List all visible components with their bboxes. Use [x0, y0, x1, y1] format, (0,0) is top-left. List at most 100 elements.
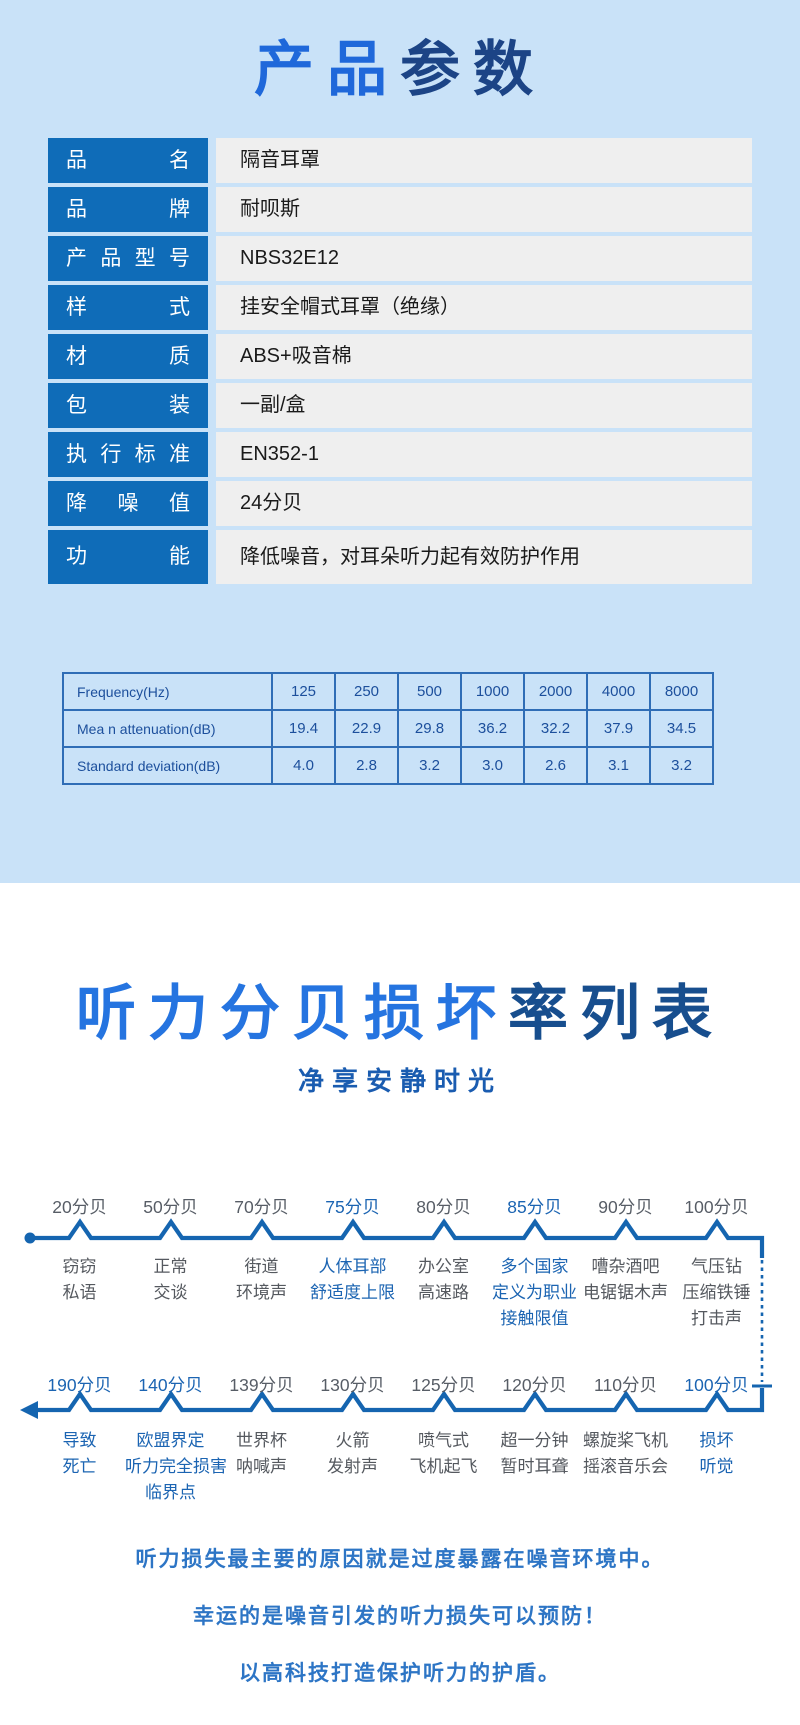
- desc-line: 办公室: [418, 1257, 469, 1276]
- spec-value: 耐呗斯: [216, 187, 752, 232]
- db-desc: 螺旋桨飞机 摇滚音乐会: [580, 1428, 671, 1506]
- freq-cell: 500: [397, 672, 462, 711]
- desc-line: 暂时耳聋: [500, 1457, 569, 1476]
- desc-line: 喷气式: [418, 1431, 469, 1450]
- db-label: 80分贝: [416, 1197, 471, 1217]
- footer-note: 以高科技打造保护听力的护盾。: [239, 1662, 561, 1685]
- spec-value: 降低噪音，对耳朵听力起有效防护作用: [216, 530, 752, 584]
- table-row: Standard deviation(dB) 4.0 2.8 3.2 3.0 2…: [62, 746, 714, 785]
- db-label: 50分贝: [143, 1197, 198, 1217]
- desc-line: 发射声: [327, 1457, 378, 1476]
- spec-row: 产品型号 NBS32E12: [48, 236, 752, 281]
- db-desc: 多个国家 定义为职业 接触限值: [489, 1254, 580, 1332]
- db-desc: 办公室 高速路: [398, 1254, 489, 1332]
- spec-label: 品名: [48, 138, 208, 183]
- timeline-bottom-db-row: 190分贝 140分贝 139分贝 130分贝 125分贝 120分贝 110分…: [34, 1374, 762, 1396]
- desc-line: 摇滚音乐会: [583, 1457, 668, 1476]
- db-label: 75分贝: [325, 1197, 380, 1217]
- spec-table: 品名 隔音耳罩 品牌 耐呗斯 产品型号 NBS32E12 样式 挂安全帽式耳罩（…: [48, 138, 752, 584]
- desc-line: 人体耳部: [318, 1257, 387, 1276]
- db-desc: 世界杯 呐喊声: [216, 1428, 307, 1506]
- freq-cell: 3.1: [586, 746, 651, 785]
- spec-value: 24分贝: [216, 481, 752, 526]
- spec-label: 样式: [48, 285, 208, 330]
- page-title-accent: 产品: [254, 36, 400, 103]
- db-label: 130分贝: [320, 1375, 385, 1395]
- freq-cell: 37.9: [586, 709, 651, 748]
- db-label: 85分贝: [507, 1197, 562, 1217]
- spec-value: 一副/盒: [216, 383, 752, 428]
- desc-line: 损坏: [699, 1431, 734, 1450]
- db-desc: 嘈杂酒吧 电锯锯木声: [580, 1254, 671, 1332]
- section-title-dark: 率列表: [508, 980, 724, 1047]
- db-label: 120分贝: [502, 1375, 567, 1395]
- freq-cell: 2.6: [523, 746, 588, 785]
- db-label: 140分贝: [138, 1375, 203, 1395]
- db-label: 110分贝: [594, 1375, 657, 1395]
- desc-line: 私语: [62, 1283, 97, 1302]
- timeline-bottom-desc-row: 导致 死亡 欧盟界定 听力完全损害 临界点 世界杯 呐喊声 火箭 发射声 喷: [34, 1428, 762, 1506]
- desc-line: 世界杯: [236, 1431, 287, 1450]
- table-row: Mea n attenuation(dB) 19.4 22.9 29.8 36.…: [62, 709, 714, 748]
- db-label: 100分贝: [684, 1197, 749, 1217]
- db-desc: 超一分钟 暂时耳聋: [489, 1428, 580, 1506]
- page-title-dark: 参数: [400, 36, 546, 103]
- desc-line: 飞机起飞: [409, 1457, 478, 1476]
- desc-line: 舒适度上限: [310, 1283, 395, 1302]
- freq-cell: 125: [271, 672, 336, 711]
- db-desc: 窃窃 私语: [34, 1254, 125, 1332]
- freq-cell: 2.8: [334, 746, 399, 785]
- spec-row: 品名 隔音耳罩: [48, 138, 752, 183]
- timeline-graphic: [20, 1218, 772, 1419]
- spec-value: 隔音耳罩: [216, 138, 752, 183]
- desc-line: 高速路: [418, 1283, 469, 1302]
- desc-line: 临界点: [145, 1483, 196, 1502]
- row-header-cell: Mea n attenuation(dB): [62, 709, 273, 748]
- section-title-accent: 听力分贝损坏: [76, 980, 508, 1047]
- db-desc: 欧盟界定 听力完全损害 临界点: [125, 1428, 227, 1506]
- desc-line: 嘈杂酒吧: [591, 1257, 660, 1276]
- db-desc: 火箭 发射声: [307, 1428, 398, 1506]
- timeline-line-bottom: [38, 1388, 765, 1413]
- desc-line: 听觉: [699, 1457, 734, 1476]
- spec-label: 材质: [48, 334, 208, 379]
- spec-label: 包装: [48, 383, 208, 428]
- desc-line: 导致: [62, 1431, 97, 1450]
- timeline-line-top: [30, 1218, 765, 1258]
- hearing-damage-section: 听力分贝损坏率列表 净享安静时光 20分贝 50分贝 70分贝 75分贝 80分…: [0, 883, 800, 1725]
- attenuation-table: Frequency(Hz) 125 250 500 1000 2000 4000…: [62, 672, 714, 785]
- spec-value: ABS+吸音棉: [216, 334, 752, 379]
- desc-line: 接触限值: [500, 1309, 569, 1328]
- db-desc: 损坏 听觉: [671, 1428, 762, 1506]
- freq-cell: 2000: [523, 672, 588, 711]
- db-desc: 导致 死亡: [34, 1428, 125, 1506]
- section-subtitle: 净享安静时光: [297, 1066, 502, 1096]
- db-desc: 喷气式 飞机起飞: [398, 1428, 489, 1506]
- desc-line: 环境声: [236, 1283, 287, 1302]
- desc-line: 火箭: [335, 1431, 370, 1450]
- spec-label: 执行标准: [48, 432, 208, 477]
- spec-row: 功能 降低噪音，对耳朵听力起有效防护作用: [48, 530, 752, 584]
- desc-line: 定义为职业: [492, 1283, 577, 1302]
- freq-cell: 4000: [586, 672, 651, 711]
- spec-label: 功能: [48, 530, 208, 584]
- table-row: Frequency(Hz) 125 250 500 1000 2000 4000…: [62, 672, 714, 711]
- spec-row: 包装 一副/盒: [48, 383, 752, 428]
- freq-cell: 3.2: [397, 746, 462, 785]
- desc-line: 欧盟界定: [136, 1431, 205, 1450]
- db-label: 125分贝: [411, 1375, 476, 1395]
- timeline-top-desc-row: 窃窃 私语 正常 交谈 街道 环境声 人体耳部 舒适度上限 办公室 高速路: [34, 1254, 762, 1332]
- freq-cell: 32.2: [523, 709, 588, 748]
- freq-cell: 1000: [460, 672, 525, 711]
- freq-cell: 36.2: [460, 709, 525, 748]
- db-desc: 气压钻 压缩铁锤 打击声: [671, 1254, 762, 1332]
- desc-line: 正常: [153, 1257, 188, 1276]
- freq-cell: 3.0: [460, 746, 525, 785]
- db-label: 190分贝: [47, 1375, 112, 1395]
- spec-label: 品牌: [48, 187, 208, 232]
- spec-label: 产品型号: [48, 236, 208, 281]
- desc-line: 气压钻: [691, 1257, 742, 1276]
- spec-row: 样式 挂安全帽式耳罩（绝缘）: [48, 285, 752, 330]
- desc-line: 螺旋桨飞机: [583, 1431, 668, 1450]
- spec-value: NBS32E12: [216, 236, 752, 281]
